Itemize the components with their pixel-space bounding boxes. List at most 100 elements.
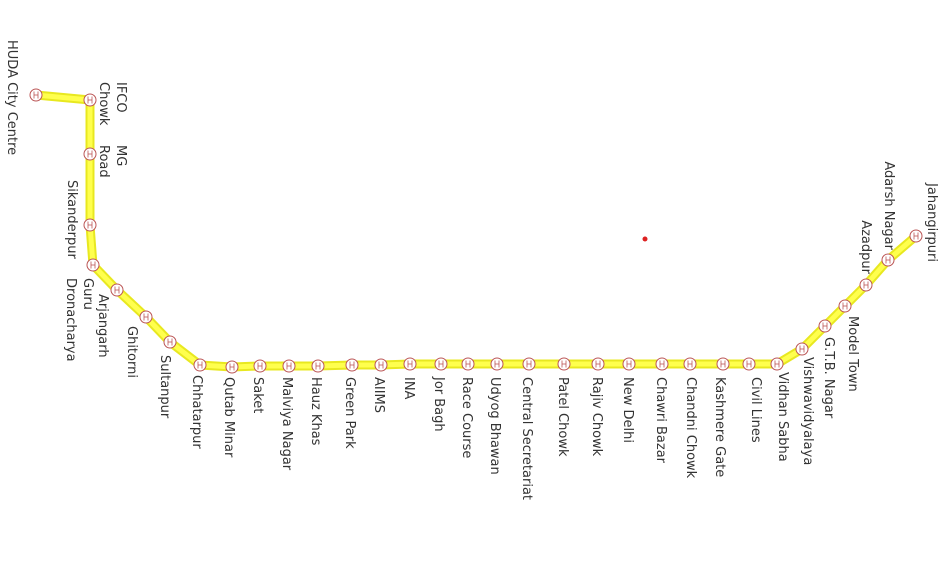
marker-dot	[642, 236, 648, 242]
station: Patel Chowk	[556, 357, 571, 457]
station: Model Town	[838, 299, 861, 392]
station: Chandni Chowk	[683, 357, 699, 479]
route	[31, 90, 921, 372]
station: IFCOChowk	[83, 82, 129, 126]
station-label-line: Qutab Minar	[222, 377, 237, 458]
station-label: Ghitorni	[125, 326, 140, 378]
station-label-line: Chandni Chowk	[684, 377, 699, 479]
station-label: IFCOChowk	[97, 82, 129, 126]
station-label: Jor Bagh	[432, 376, 447, 432]
station: Chawri Bazar	[654, 357, 669, 464]
station-label: New Delhi	[621, 377, 636, 443]
station: Green Park	[343, 358, 359, 449]
station: Rajiv Chowk	[590, 357, 605, 457]
station: Malviya Nagar	[280, 359, 296, 471]
station-label-line: Green Park	[343, 377, 358, 449]
station: Chhatarpur	[190, 358, 207, 449]
station: Saket	[251, 359, 267, 413]
station-label-line: Rajiv Chowk	[590, 377, 605, 457]
station-label-line: Vishwavidyalaya	[801, 357, 816, 465]
station-label: Chawri Bazar	[654, 377, 669, 464]
station-label: Malviya Nagar	[280, 377, 295, 471]
station-label: Patel Chowk	[556, 377, 571, 457]
station-label: AIIMS	[372, 377, 387, 413]
station-label-line: Chawri Bazar	[654, 377, 669, 464]
station-label-line: Arjangarh	[96, 294, 111, 358]
station: Arjangarh	[96, 283, 124, 358]
station-label: Green Park	[343, 377, 358, 449]
station-label-line: Malviya Nagar	[280, 377, 295, 471]
station-label-line: Dronacharya	[64, 278, 79, 362]
station: Ghitorni	[125, 310, 153, 378]
station-label-line: Central Secretariat	[520, 377, 535, 500]
station-label-line: Civil Lines	[749, 377, 764, 443]
station-label: Arjangarh	[96, 294, 111, 358]
station: Kashmere Gate	[713, 357, 730, 477]
station-label-line: Sikanderpur	[65, 180, 80, 259]
station-label: Rajiv Chowk	[590, 377, 605, 457]
station-label: Azadpur	[859, 220, 874, 274]
station: Azadpur	[859, 220, 874, 292]
station-label: Sultanpur	[158, 355, 173, 419]
station-label: MGRoad	[97, 145, 129, 178]
station-label: GuruDronacharya	[64, 278, 96, 362]
station: Sultanpur	[158, 335, 177, 419]
station: Jor Bagh	[432, 357, 448, 432]
line-core	[33, 92, 919, 370]
station: INA	[402, 357, 417, 400]
station-label-line: MG	[114, 145, 129, 166]
station-label-line: Jor Bagh	[432, 376, 447, 432]
station-label: Race Course	[460, 377, 475, 458]
station: Jahangirpuri	[909, 182, 940, 262]
station-label-line: Hauz Khas	[309, 377, 324, 446]
station-label-line: Ghitorni	[125, 326, 140, 378]
station-label: Saket	[251, 377, 266, 413]
station-label-line: New Delhi	[621, 377, 636, 443]
station: MGRoad	[83, 145, 129, 178]
station-label: HUDA City Centre	[5, 40, 20, 155]
station: Hauz Khas	[309, 359, 325, 446]
station-label: G.T.B. Nagar	[822, 337, 837, 419]
station-label: Model Town	[846, 316, 861, 392]
station-label-line: Road	[97, 145, 112, 178]
station: New Delhi	[621, 357, 636, 443]
station-label-line: Vidhan Sabha	[776, 372, 791, 462]
station-label-line: INA	[402, 377, 417, 400]
station-label-line: Saket	[251, 377, 266, 413]
station-label-line: Chowk	[97, 82, 112, 126]
station-label: Vidhan Sabha	[776, 372, 791, 462]
station-label-line: Jahangirpuri	[925, 182, 940, 262]
station-label: Civil Lines	[749, 377, 764, 443]
station-label: Jahangirpuri	[925, 182, 940, 262]
station-label-line: Kashmere Gate	[713, 377, 728, 477]
station-label: Kashmere Gate	[713, 377, 728, 477]
station-label: INA	[402, 377, 417, 400]
station: Adarsh Nagar	[881, 161, 897, 267]
station-label: Udyog Bhawan	[488, 377, 503, 475]
station-label-line: Guru	[81, 278, 96, 310]
station-label-line: Race Course	[460, 377, 475, 458]
station-label: Chhatarpur	[190, 375, 205, 449]
station-label: Hauz Khas	[309, 377, 324, 446]
station: Civil Lines	[742, 357, 764, 443]
station: Vidhan Sabha	[770, 357, 791, 462]
station: Central Secretariat	[520, 357, 536, 500]
station-label: Central Secretariat	[520, 377, 535, 500]
station: Udyog Bhawan	[488, 357, 504, 475]
station-label: Sikanderpur	[65, 180, 80, 259]
station-label-line: Chhatarpur	[190, 375, 205, 449]
station-label-line: G.T.B. Nagar	[822, 337, 837, 419]
station-label-line: Model Town	[846, 316, 861, 392]
station-label-line: Udyog Bhawan	[488, 377, 503, 475]
station-label-line: Patel Chowk	[556, 377, 571, 457]
stations: HUDA City Centre IFCOChowk MGRoad Sikanderp…	[5, 40, 940, 500]
station: Qutab Minar	[222, 360, 239, 458]
station-label-line: HUDA City Centre	[5, 40, 20, 155]
station: HUDA City Centre	[5, 40, 43, 155]
station-label: Qutab Minar	[222, 377, 237, 458]
station-label-line: Sultanpur	[158, 355, 173, 419]
station: GuruDronacharya	[64, 258, 100, 362]
station-label-line: Adarsh Nagar	[882, 161, 897, 250]
station-label-line: IFCO	[114, 82, 129, 113]
